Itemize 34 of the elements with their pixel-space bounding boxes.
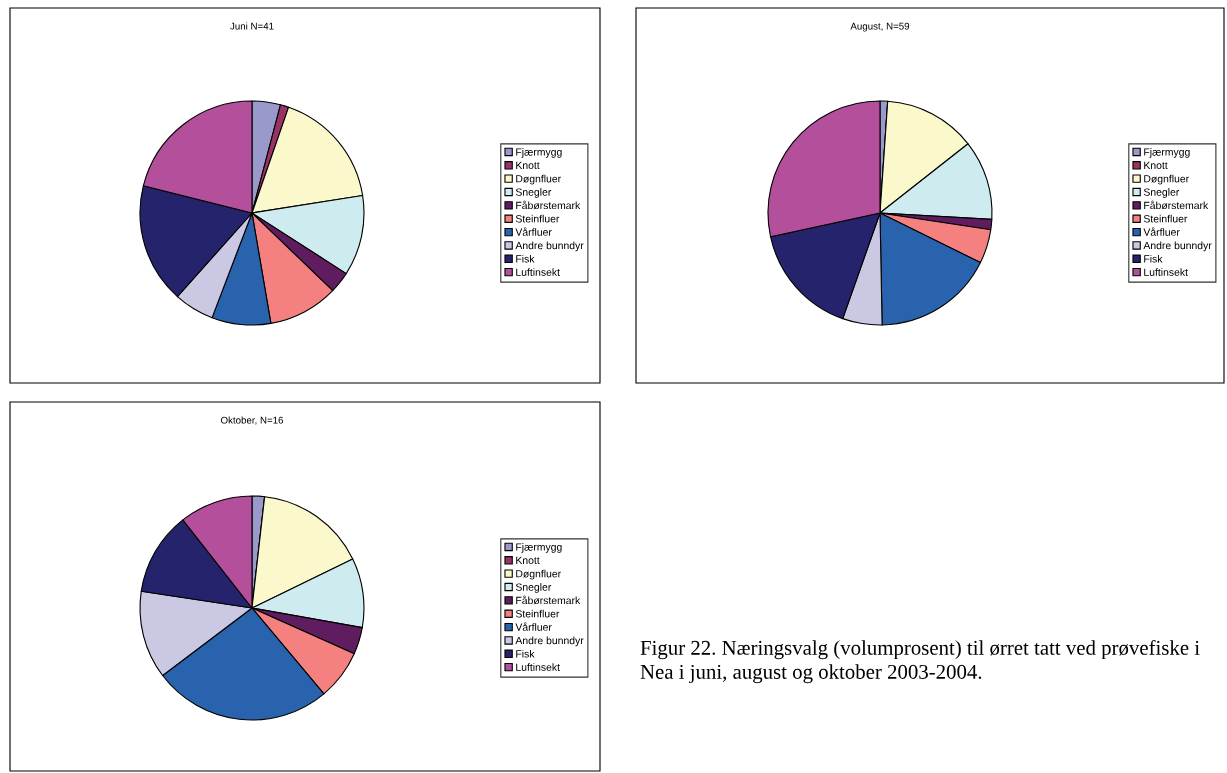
chart-title: August, N=59 bbox=[850, 22, 910, 32]
legend-label: Snegler bbox=[1143, 188, 1180, 198]
legend-label: Døgnfluer bbox=[1144, 174, 1189, 185]
legend-label: Fjærmygg bbox=[516, 148, 562, 158]
legend-label: Steinfluer bbox=[515, 214, 560, 223]
legend-label: Døgnfluer bbox=[516, 174, 561, 185]
legend-label: Døgnfluer bbox=[516, 569, 561, 580]
legend-label: Steinfluer bbox=[515, 609, 560, 618]
legend-label: Steinfluer bbox=[1143, 214, 1188, 223]
legend-label: Vårfluer bbox=[515, 622, 552, 631]
legend-label: Luftinsekt bbox=[516, 268, 560, 276]
legend-label: Snegler bbox=[515, 583, 552, 593]
legend-label: Vårfluer bbox=[515, 227, 552, 236]
legend-label: Fjærmygg bbox=[516, 543, 562, 553]
legend-label: Fjærmygg bbox=[1144, 148, 1190, 158]
legend-label: Luftinsekt bbox=[1144, 268, 1188, 276]
legend-label: Knott bbox=[516, 161, 540, 170]
legend-label: Andre bunndyr bbox=[515, 636, 584, 647]
legend-label: Fisk bbox=[1144, 254, 1163, 263]
legend-label: Knott bbox=[1144, 161, 1168, 170]
legend-label: Knott bbox=[516, 556, 540, 565]
legend-label: Andre bunndyr bbox=[1143, 241, 1212, 252]
chart-title: Juni N=41 bbox=[230, 22, 274, 30]
legend-label: Fåbørstemark bbox=[1144, 200, 1209, 210]
legend-label: Fåbørstemark bbox=[516, 200, 581, 210]
legend-label: Vårfluer bbox=[1143, 227, 1180, 236]
text: Figur 22. Næringsvalg (volumprosent) til ørret tatt ved prøvefiske i Nea i juni, august og oktober 2003-2004. bbox=[640, 640, 1200, 684]
chart-title: Oktober, N=16 bbox=[220, 416, 284, 425]
legend-label: Snegler bbox=[515, 188, 552, 198]
legend-label: Fåbørstemark bbox=[516, 595, 581, 605]
legend-label: Fisk bbox=[516, 649, 535, 658]
legend-label: Fisk bbox=[516, 254, 535, 263]
legend-label: Andre bunndyr bbox=[515, 241, 584, 252]
legend-label: Luftinsekt bbox=[516, 663, 560, 671]
